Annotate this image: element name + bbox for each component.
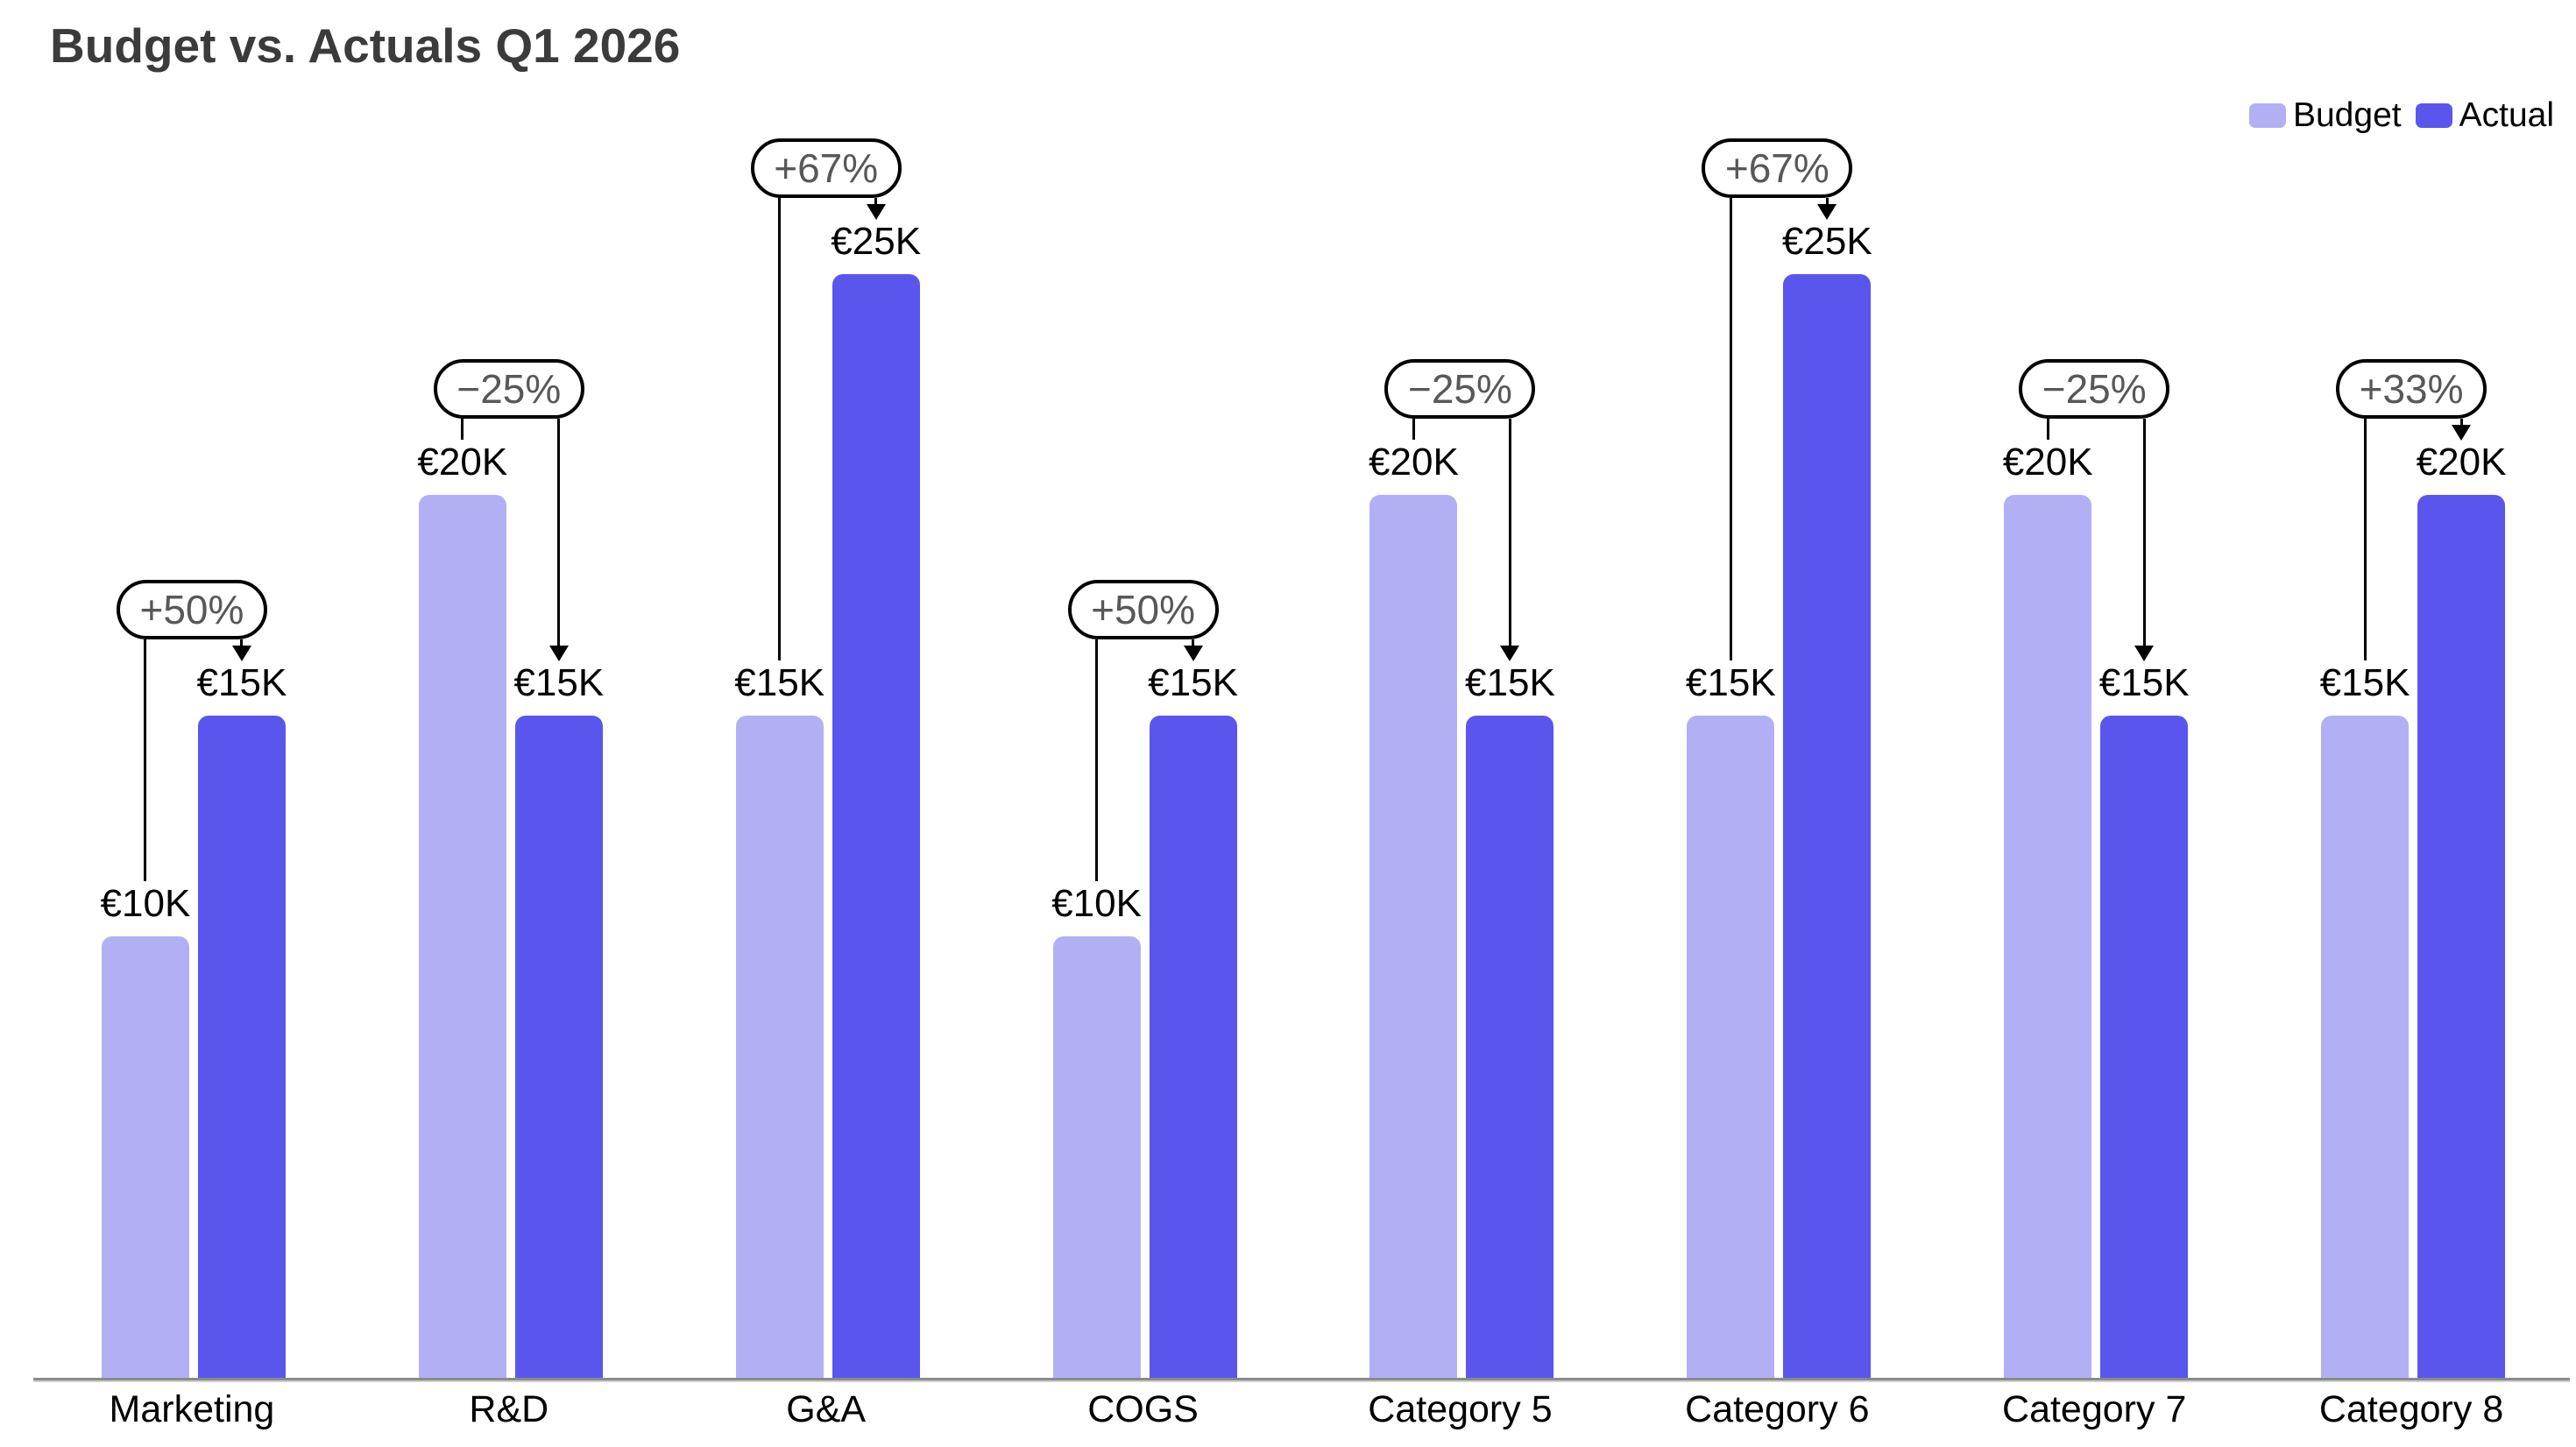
arrow-head-icon	[1500, 646, 1520, 661]
chart-title: Budget vs. Actuals Q1 2026	[50, 18, 681, 73]
budget-connector-line	[461, 419, 464, 440]
budget-swatch-icon	[2248, 103, 2286, 128]
actual-arrow-line	[240, 639, 244, 646]
actual-value-label: €20K	[2416, 441, 2507, 484]
budget-value-label: €10K	[1051, 882, 1142, 925]
arrow-head-icon	[1183, 646, 1203, 661]
budget-bar	[1687, 716, 1775, 1378]
budget-bar	[2321, 716, 2410, 1378]
category-label: COGS	[1087, 1388, 1199, 1430]
budget-value-label: €10K	[100, 882, 191, 925]
actual-value-label: €25K	[1781, 220, 1872, 263]
actual-bar	[1783, 274, 1872, 1378]
budget-connector-line	[1412, 419, 1415, 440]
actual-arrow-line	[2142, 419, 2146, 646]
actual-bar	[2417, 495, 2506, 1378]
actual-arrow-line	[1192, 639, 1195, 646]
actual-value-label: €15K	[513, 661, 605, 704]
x-axis-line	[33, 1378, 2570, 1380]
actual-arrow-line	[557, 419, 561, 646]
budget-value-label: €20K	[417, 441, 508, 484]
actual-value-label: €15K	[2098, 661, 2190, 704]
budget-value-label: €20K	[1369, 441, 1459, 484]
budget-value-label: €15K	[2319, 661, 2410, 704]
budget-connector-line	[2046, 419, 2049, 440]
category-label: Category 8	[2318, 1388, 2504, 1430]
variance-pill: −25%	[1384, 359, 1536, 419]
actual-bar	[197, 716, 286, 1378]
actual-bar	[1466, 716, 1554, 1378]
variance-pill: −25%	[2019, 359, 2170, 419]
budget-connector-line	[2363, 419, 2367, 660]
budget-bar	[101, 936, 189, 1378]
category-label: Category 6	[1685, 1388, 1870, 1430]
variance-pill: +50%	[116, 580, 267, 639]
actual-arrow-line	[1825, 198, 1829, 204]
budget-connector-line	[144, 639, 147, 881]
budget-bar	[1369, 495, 1458, 1378]
budget-value-label: €15K	[1685, 661, 1776, 704]
actual-value-label: €15K	[1148, 661, 1238, 704]
legend-label-actual: Actual	[2459, 96, 2554, 134]
category-label: Category 5	[1368, 1388, 1553, 1430]
actual-bar	[514, 716, 603, 1378]
budget-connector-line	[1095, 639, 1099, 881]
category-label: R&D	[469, 1388, 549, 1430]
budget-bar	[418, 495, 506, 1378]
actual-value-label: €15K	[196, 661, 287, 704]
actual-swatch-icon	[2415, 103, 2452, 128]
variance-pill: +67%	[750, 138, 902, 198]
category-label: Marketing	[109, 1388, 275, 1430]
legend-item-actual[interactable]: Actual	[2415, 96, 2554, 135]
budget-connector-line	[778, 198, 782, 660]
actual-arrow-line	[2459, 419, 2463, 425]
legend-item-budget[interactable]: Budget	[2248, 96, 2402, 135]
budget-value-label: €20K	[2002, 441, 2093, 484]
variance-pill: +33%	[2336, 359, 2488, 419]
actual-value-label: €15K	[1465, 661, 1555, 704]
legend-label-budget: Budget	[2292, 96, 2402, 134]
arrow-head-icon	[548, 646, 569, 661]
actual-arrow-line	[874, 198, 878, 204]
variance-pill: +67%	[1702, 138, 1853, 198]
category-label: Category 7	[2002, 1388, 2187, 1430]
variance-pill: +50%	[1067, 580, 1219, 639]
budget-bar	[1052, 936, 1141, 1378]
budget-bar	[2004, 495, 2092, 1378]
arrow-head-icon	[2452, 425, 2472, 441]
actual-bar	[832, 274, 920, 1378]
category-label: G&A	[786, 1388, 867, 1430]
arrow-head-icon	[1817, 204, 1837, 220]
budget-bar	[735, 716, 824, 1378]
actual-arrow-line	[1508, 419, 1511, 646]
actual-bar	[2100, 716, 2189, 1378]
actual-bar	[1149, 716, 1237, 1378]
budget-value-label: €15K	[734, 661, 825, 704]
variance-pill: −25%	[433, 359, 584, 419]
arrow-head-icon	[231, 646, 251, 661]
arrow-head-icon	[2134, 646, 2155, 661]
actual-value-label: €25K	[831, 220, 922, 263]
arrow-head-icon	[866, 204, 886, 220]
budget-connector-line	[1729, 198, 1732, 660]
legend: Budget Actual	[2248, 96, 2554, 135]
